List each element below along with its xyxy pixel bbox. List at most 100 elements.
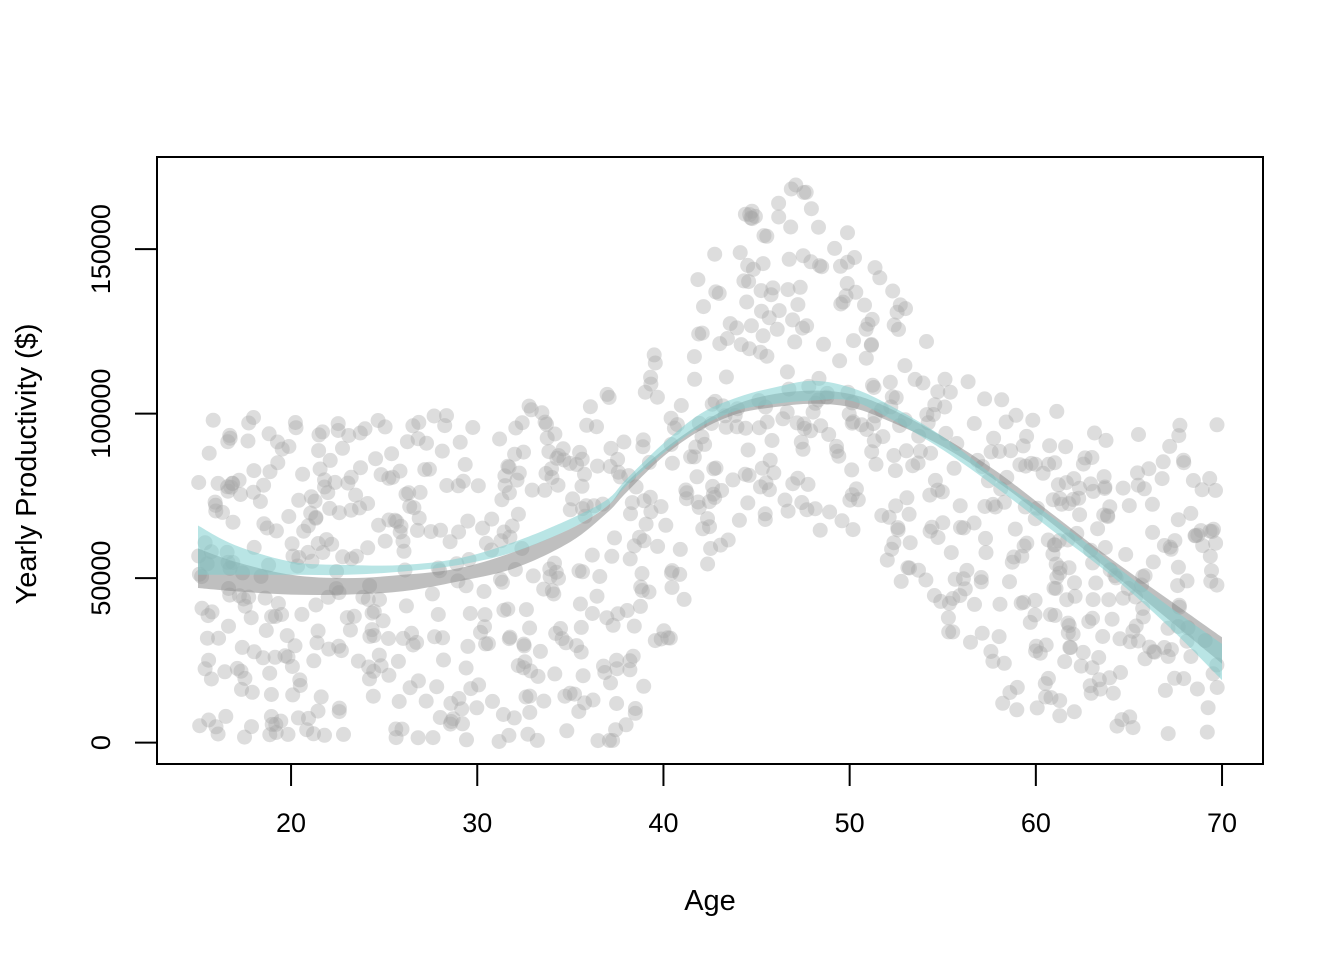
- data-point: [584, 606, 600, 621]
- data-point: [992, 596, 1008, 612]
- data-point: [274, 607, 290, 622]
- data-point: [191, 475, 207, 490]
- y-tick-label: 150000: [86, 204, 116, 294]
- data-point: [1209, 417, 1225, 433]
- data-point: [907, 371, 923, 387]
- data-point: [785, 476, 801, 492]
- data-point: [1105, 685, 1121, 701]
- data-point: [1131, 427, 1146, 442]
- data-point: [941, 595, 957, 611]
- data-point: [427, 629, 443, 645]
- data-point: [241, 589, 257, 605]
- data-point: [886, 535, 902, 551]
- data-point: [729, 419, 745, 435]
- data-point: [1170, 512, 1186, 528]
- data-point: [452, 434, 468, 450]
- data-point: [547, 426, 563, 442]
- data-point: [361, 659, 377, 675]
- data-point: [759, 228, 775, 244]
- data-point: [927, 472, 943, 488]
- data-point: [1087, 425, 1102, 441]
- data-point: [884, 541, 900, 557]
- data-point: [310, 623, 326, 639]
- y-axis-title: Yearly Productivity ($): [11, 324, 43, 605]
- data-point: [627, 701, 643, 716]
- data-point: [287, 638, 303, 654]
- data-point: [1047, 455, 1063, 471]
- data-point: [813, 418, 829, 434]
- data-point: [1038, 637, 1054, 653]
- data-point: [525, 568, 541, 584]
- data-point: [902, 560, 917, 576]
- data-point: [623, 506, 638, 522]
- data-point: [562, 455, 578, 471]
- data-point: [340, 475, 356, 491]
- data-point: [435, 630, 451, 646]
- data-point: [569, 638, 585, 654]
- data-point: [1029, 700, 1045, 716]
- data-point: [706, 461, 722, 477]
- data-point: [331, 704, 347, 720]
- data-point: [241, 415, 257, 431]
- data-point: [373, 658, 389, 674]
- data-point: [864, 311, 880, 327]
- data-point: [522, 704, 538, 720]
- data-point: [450, 478, 466, 494]
- data-point: [257, 590, 273, 606]
- data-point: [1155, 454, 1171, 470]
- data-point: [799, 318, 815, 334]
- data-point: [1063, 640, 1078, 656]
- data-point: [798, 184, 814, 200]
- data-point: [234, 681, 249, 697]
- data-point: [643, 376, 659, 392]
- data-point: [1122, 634, 1138, 650]
- data-point: [607, 530, 622, 546]
- data-point: [1019, 535, 1035, 551]
- data-point: [795, 248, 811, 264]
- data-point: [517, 654, 533, 670]
- data-point: [718, 369, 734, 385]
- data-point: [1048, 581, 1064, 596]
- data-point: [335, 440, 350, 456]
- data-point: [222, 587, 238, 603]
- data-point: [353, 460, 368, 476]
- data-point: [1091, 650, 1107, 665]
- data-point: [507, 446, 523, 462]
- data-point: [529, 732, 545, 748]
- data-point: [263, 687, 279, 702]
- data-point: [373, 467, 389, 483]
- data-point: [863, 337, 879, 353]
- data-point: [459, 732, 474, 748]
- data-point: [203, 671, 219, 687]
- data-point: [317, 727, 332, 743]
- data-point: [850, 492, 866, 508]
- data-point: [381, 470, 397, 486]
- data-point: [1183, 505, 1199, 521]
- data-point: [217, 664, 233, 680]
- data-point: [1114, 712, 1130, 728]
- data-point: [402, 498, 418, 514]
- data-point: [995, 695, 1011, 711]
- data-point: [220, 483, 236, 499]
- data-point: [295, 466, 311, 482]
- data-point: [780, 503, 796, 519]
- data-point: [633, 579, 649, 595]
- data-point: [910, 455, 926, 471]
- data-point: [201, 445, 217, 461]
- data-point: [1054, 496, 1070, 512]
- data-point: [1019, 428, 1035, 444]
- data-point: [1145, 554, 1161, 570]
- data-point: [960, 374, 976, 390]
- data-point: [672, 566, 688, 582]
- data-point: [733, 337, 749, 353]
- data-point: [812, 258, 828, 274]
- data-point: [738, 420, 754, 436]
- data-point: [501, 459, 517, 475]
- data-point: [625, 648, 641, 664]
- data-point: [702, 494, 717, 510]
- data-point: [1050, 477, 1066, 493]
- data-point: [194, 600, 210, 616]
- data-point: [1113, 665, 1128, 680]
- data-point: [886, 317, 902, 333]
- data-point: [454, 701, 470, 717]
